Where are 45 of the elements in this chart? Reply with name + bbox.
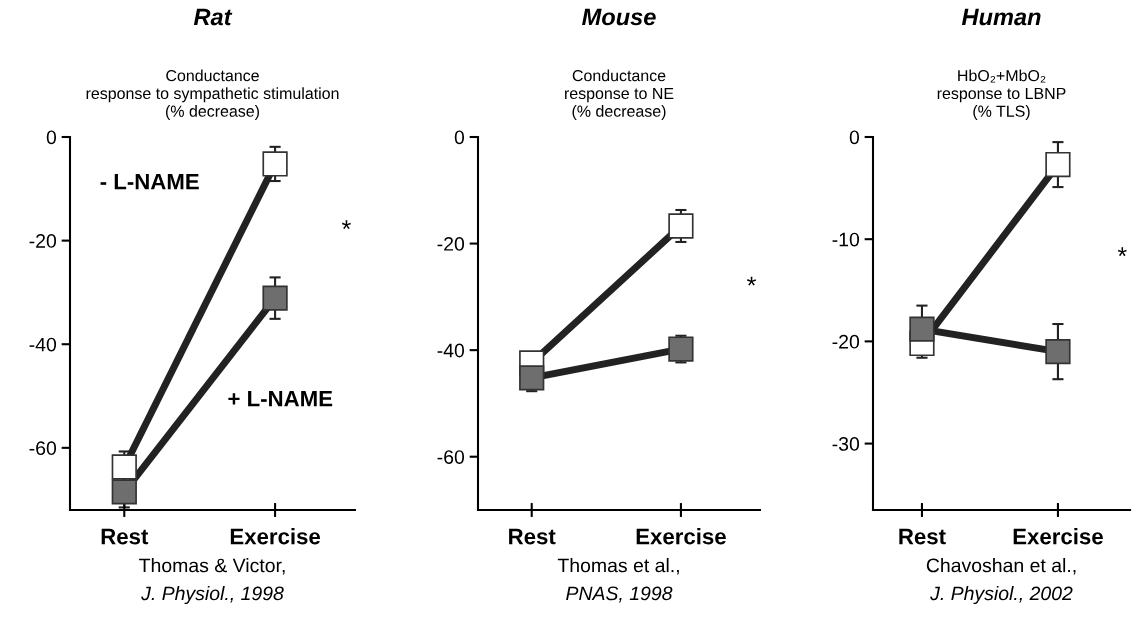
point [262, 285, 288, 311]
point [1045, 151, 1071, 178]
text: Chavoshan et al., [926, 558, 1076, 575]
chart-title: Human [961, 8, 1041, 26]
annotation: * [747, 276, 757, 286]
point [111, 454, 137, 480]
y-tick-label: -10 [832, 232, 860, 247]
y-tick-label: 0 [46, 130, 57, 145]
annotation: * [341, 220, 351, 230]
point [668, 213, 694, 239]
y-tick-label: 0 [849, 130, 860, 145]
text: PNAS, 1998 [566, 586, 673, 603]
chart-subtitle: HbO₂+MbO₂ response to LBNP (% TLS) [937, 69, 1066, 120]
annotation: * [1117, 247, 1127, 257]
point [909, 316, 935, 342]
chart-subtitle: Conductance response to NE (% decrease) [565, 69, 674, 120]
x-tick-label: Exercise [636, 528, 726, 545]
chart-title: Mouse [582, 8, 656, 26]
point [519, 365, 545, 391]
text: Thomas & Victor, [139, 558, 285, 575]
series-label: + L-NAME [228, 391, 333, 407]
y-tick-label: -40 [437, 343, 465, 358]
point [668, 336, 694, 362]
text: J. Physiol., 2002 [930, 585, 1073, 605]
y-tick-label: -40 [29, 337, 57, 352]
x-tick-label: Exercise [230, 528, 321, 545]
y-tick-label: 0 [454, 130, 465, 145]
y-tick-label: -20 [29, 234, 57, 248]
y-tick-label: -20 [832, 334, 860, 349]
x-tick-label: Rest [101, 528, 149, 545]
chart-subtitle: Conductance response to sympathetic stimulation (% decrease) [86, 69, 339, 120]
text: Thomas et al., [557, 558, 679, 575]
x-tick-label: Rest [899, 528, 946, 545]
text: - L-NAME [100, 173, 199, 190]
y-tick-label: -60 [29, 441, 57, 456]
point [111, 479, 137, 505]
x-tick-label: Rest [509, 528, 556, 545]
text: J. Physiol., 1998 [141, 585, 284, 605]
y-tick-label: -30 [832, 437, 860, 451]
y-tick-label: -60 [437, 450, 465, 464]
chart-title: Rat [193, 8, 233, 26]
point [262, 151, 288, 177]
x-tick-label: Exercise [1013, 528, 1103, 545]
y-tick-label: -20 [437, 237, 465, 251]
point [1045, 338, 1071, 365]
